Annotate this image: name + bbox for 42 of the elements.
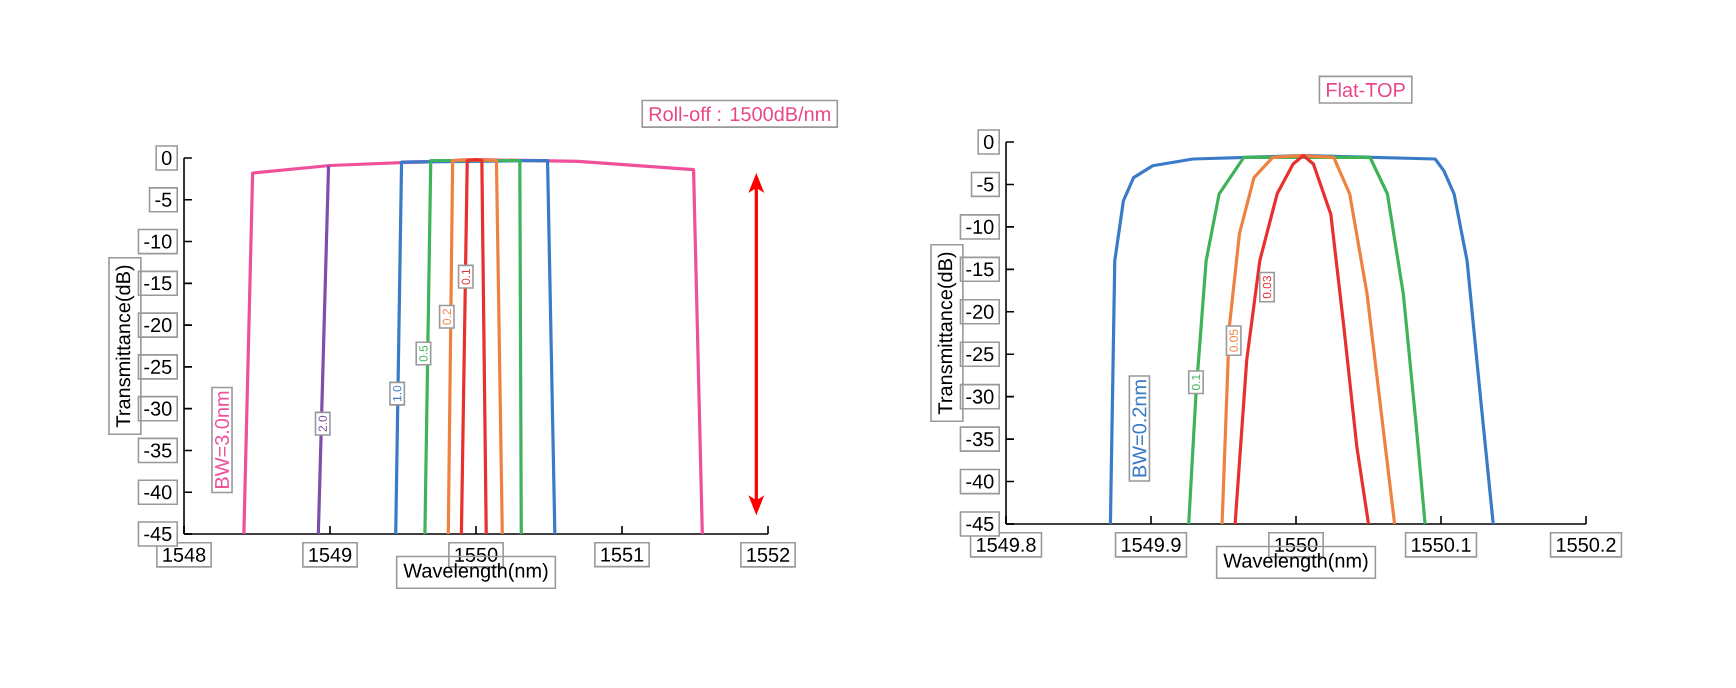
y-tick-label: -40	[966, 474, 994, 489]
line-series	[1108, 153, 1495, 526]
y-tick-label: -35	[144, 443, 172, 458]
annotation: BW=0.2nm	[1132, 380, 1147, 477]
annotation: BW=3.0nm	[214, 391, 230, 488]
y-tick-label: -30	[966, 389, 994, 404]
chart-title: Roll-off : 1500dB/nm	[649, 106, 830, 122]
y-tick-label: 0	[161, 150, 172, 166]
y-tick-label: 0	[983, 134, 994, 150]
y-tick-label: -30	[144, 401, 172, 416]
y-tick-label: -10	[144, 234, 172, 249]
y-tick-label: -45	[144, 527, 172, 541]
x-tick-label: 1549	[309, 547, 352, 562]
x-tick-label: 1550.1	[1412, 537, 1471, 552]
x-tick-label: 1550	[455, 547, 498, 562]
line-series	[1187, 155, 1427, 526]
y-tick-label: -10	[966, 219, 994, 234]
x-axis-title: Wavelength(nm)	[403, 563, 548, 582]
y-tick-label: -20	[144, 318, 172, 333]
line-series	[1220, 153, 1397, 526]
x-tick-label: 1551	[601, 547, 644, 562]
chart-title: Flat-TOP	[1327, 82, 1405, 98]
y-tick-label: -40	[144, 485, 172, 500]
y-tick-label: -25	[966, 347, 994, 362]
x-axis-title: Wavelength(nm)	[1223, 553, 1368, 572]
y-tick-label: -15	[144, 276, 172, 291]
y-tick-label: -25	[144, 359, 172, 374]
x-tick-label: 1550	[1275, 537, 1318, 552]
y-axis-title: Transmittance(dB)	[937, 252, 957, 415]
line-series	[1233, 153, 1371, 526]
y-tick-label: -15	[966, 262, 994, 277]
y-tick-label: -45	[966, 517, 994, 531]
x-tick-label: 1548	[163, 547, 206, 562]
x-tick-label: 1550.2	[1557, 537, 1616, 552]
y-tick-label: -5	[155, 192, 172, 207]
x-tick-label: 1549.9	[1122, 537, 1181, 552]
x-tick-label: 1549.8	[977, 537, 1036, 552]
y-tick-label: -20	[966, 304, 994, 319]
y-tick-label: -35	[966, 432, 994, 447]
x-tick-label: 1552	[747, 547, 790, 562]
y-tick-label: -5	[977, 177, 994, 192]
y-axis-title: Transmittance(dB)	[115, 265, 135, 428]
